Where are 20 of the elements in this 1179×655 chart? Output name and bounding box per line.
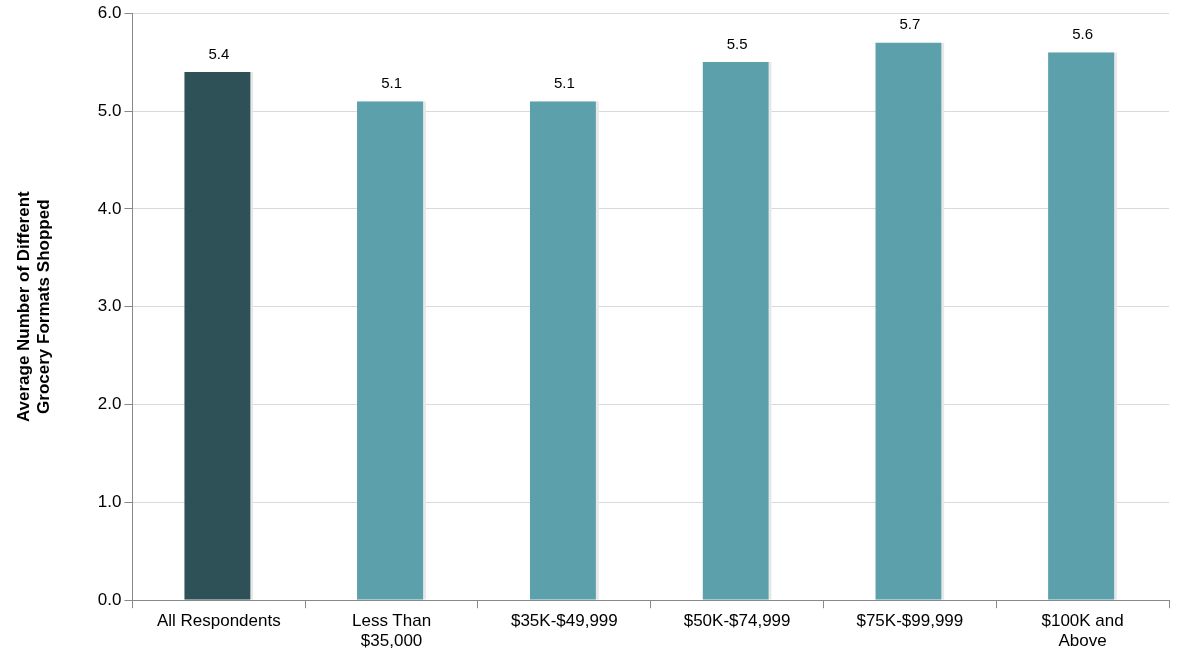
x-tick-label: $75K-$99,999 [856,611,964,631]
y-axis-title: Average Number of Different Grocery Formats Shopped [13,190,54,423]
y-tick-label: 3.0 [97,296,122,316]
x-tick-label: Less Than $35,000 [352,611,432,651]
y-tick-label: 5.0 [97,100,122,120]
y-tick-label: 2.0 [97,394,122,414]
x-tick-label: $100K and Above [1041,611,1124,651]
y-tick-label: 1.0 [97,492,122,512]
y-tick-label: 6.0 [97,2,122,22]
y-tick-label: 4.0 [97,198,122,218]
x-tick-label: All Respondents [156,611,281,631]
data-label: 5.1 [553,73,575,91]
data-label: 5.1 [381,73,402,91]
x-tick-label: $35K-$49,999 [510,611,618,631]
y-tick-label: 0.0 [97,589,122,609]
data-label: 5.4 [208,44,230,62]
data-label: 5.7 [899,15,921,33]
data-label: 5.6 [1072,24,1094,42]
data-label: 5.5 [726,34,748,52]
x-tick-label: $50K-$74,999 [683,611,791,631]
